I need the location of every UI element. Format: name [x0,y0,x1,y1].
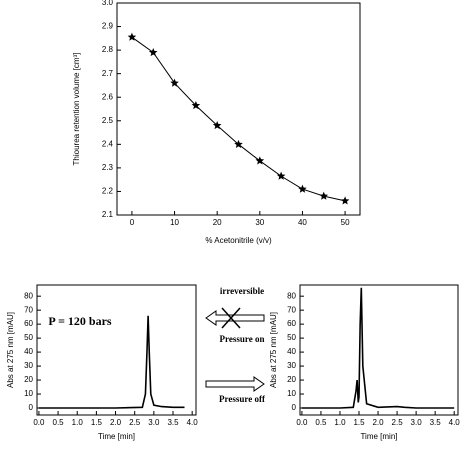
data-point [298,184,307,193]
x-tick-label: 1.0 [72,418,84,427]
y-tick-label: 20 [24,375,33,384]
x-tick-label: 0.0 [296,418,308,427]
x-tick-label: 1.0 [334,418,346,427]
x-tick-label: 20 [213,218,222,227]
y-tick-label: 2.9 [102,22,114,31]
data-point [234,139,243,148]
data-line [301,287,455,409]
x-tick-label: 3.5 [430,418,442,427]
y-tick-label: 2.3 [102,163,114,172]
x-tick-label: 1.5 [353,418,365,427]
x-tick-label: 40 [298,218,307,227]
x-tick-label: 4.0 [187,418,199,427]
arrow-right [205,376,265,392]
label: irreversible [220,286,264,296]
data-point [212,120,222,130]
x-tick-label: 0.5 [53,418,65,427]
y-tick-label: 30 [24,361,33,370]
y-tick-label: 2.7 [102,69,114,78]
x-axis-label: % Acetonitrile (v/v) [205,236,272,245]
x-tick-label: 30 [255,218,264,227]
plot-frame [116,2,361,216]
arrow-left [205,310,265,326]
y-tick-label: 10 [287,389,296,398]
x-tick-label: 4.0 [449,418,461,427]
x-tick-label: 1.5 [91,418,103,427]
x-tick-label: 50 [341,218,350,227]
y-tick-label: 60 [287,319,296,328]
y-tick-label: 0 [29,403,34,412]
y-tick-label: 2.6 [102,92,114,101]
y-tick-label: 20 [287,375,296,384]
x-axis-label: Time [min] [360,432,397,441]
x-tick-label: 3.0 [411,418,423,427]
y-tick-label: 50 [287,333,296,342]
data-point [276,171,286,180]
label: Pressure on [220,334,265,344]
x-tick-label: 3.5 [167,418,179,427]
y-axis-label: Abs at 275 nm [mAU] [6,312,15,388]
x-tick-label: 3.0 [148,418,160,427]
data-point [127,32,137,41]
y-tick-label: 2.1 [102,210,114,219]
data-line [38,315,185,409]
x-tick-label: 2.0 [110,418,122,427]
data-point [319,191,329,200]
y-tick-label: 2.2 [102,187,114,196]
x-tick-label: 2.0 [372,418,384,427]
x-tick-label: 0.5 [315,418,327,427]
annotation: P = 120 bars [48,314,112,328]
x-tick-label: 0.0 [33,418,45,427]
plot-frame [36,284,197,416]
y-tick-label: 60 [24,319,33,328]
plot-frame [299,284,459,416]
y-tick-label: 50 [24,333,33,342]
y-tick-label: 10 [24,389,33,398]
y-axis-label: Thiourea retention volume [cm³] [72,53,81,166]
y-tick-label: 3.0 [102,0,114,7]
y-tick-label: 2.8 [102,45,114,54]
data-line [131,36,346,202]
y-tick-label: 2.4 [102,139,114,148]
y-tick-label: 70 [24,305,33,314]
y-tick-label: 0 [292,403,297,412]
data-point [255,156,265,165]
y-tick-label: 30 [287,361,296,370]
data-point [191,100,201,110]
data-point [170,78,179,87]
y-axis-label: Abs at 275 nm [mAU] [269,312,278,388]
x-tick-label: 0 [130,218,135,227]
y-tick-label: 80 [287,291,296,300]
cross [221,307,241,329]
data-point [148,47,158,57]
y-tick-label: 40 [24,347,33,356]
y-tick-label: 40 [287,347,296,356]
label: Pressure off [219,394,266,404]
x-tick-label: 2.5 [392,418,404,427]
x-tick-label: 10 [170,218,179,227]
x-axis-label: Time [min] [98,432,135,441]
x-tick-label: 2.5 [129,418,141,427]
data-point [340,196,350,205]
y-tick-label: 80 [24,291,33,300]
y-tick-label: 2.5 [102,116,114,125]
y-tick-label: 70 [287,305,296,314]
